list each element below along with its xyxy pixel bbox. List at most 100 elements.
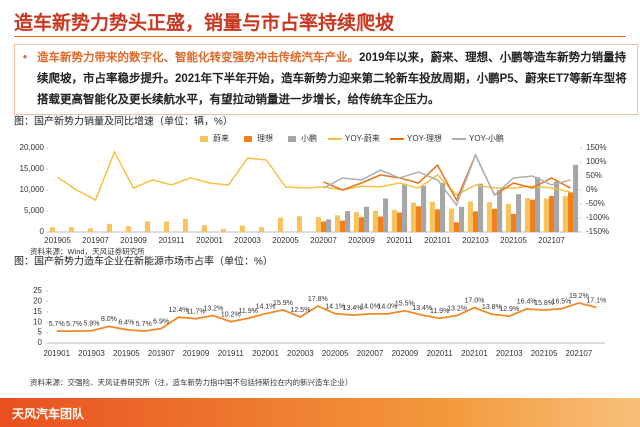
x-tick-label: 201905 — [44, 236, 71, 245]
y2-tick-label: -50% — [586, 199, 605, 208]
bar — [448, 208, 454, 232]
legend-label: YOY-蔚来 — [345, 133, 380, 143]
bar — [315, 217, 321, 232]
bar — [220, 229, 226, 232]
bar — [49, 227, 55, 232]
bar — [524, 198, 530, 232]
x-tick-label: 202103 — [462, 236, 489, 245]
bar — [415, 206, 422, 232]
legend-label: 理想 — [257, 133, 273, 143]
bar — [277, 217, 283, 232]
bar — [440, 182, 446, 232]
data-label: 15.5% — [395, 301, 415, 308]
x-tick-label: 202105 — [500, 236, 527, 245]
bar — [377, 216, 384, 232]
y2-tick-label: 0% — [586, 185, 598, 194]
x-tick-label: 202001 — [196, 236, 223, 245]
data-label: 13.4% — [412, 305, 432, 312]
bar — [516, 194, 522, 232]
bar — [434, 209, 441, 232]
bar — [106, 223, 112, 232]
data-label: 13.4% — [343, 305, 363, 312]
bar — [529, 199, 536, 232]
bar — [573, 164, 579, 232]
charts: 图：国产新势力销量及同比增速（单位：辆，%） 资料来源：Wind，天风证券研究所… — [14, 115, 609, 387]
y2-tick-label: -150% — [586, 227, 609, 236]
data-label: 6.9% — [153, 318, 169, 325]
x-tick-label: 202107 — [538, 236, 565, 245]
y-tick-label: 0 — [40, 227, 45, 236]
x-tick-label: 202103 — [496, 349, 523, 358]
data-label: 6.4% — [118, 320, 134, 327]
bar — [429, 201, 435, 232]
data-label: 14.0% — [360, 304, 380, 311]
data-label: 13.2% — [203, 305, 223, 312]
x-tick-label: 202009 — [391, 349, 418, 358]
x-tick-label: 202001 — [252, 349, 279, 358]
x-tick-label: 202005 — [322, 349, 349, 358]
bar — [353, 212, 359, 232]
x-tick-label: 202105 — [531, 349, 558, 358]
x-tick-label: 202101 — [461, 349, 488, 358]
data-label: 16.4% — [517, 299, 537, 306]
x-tick-label: 201911 — [158, 236, 185, 245]
bar — [402, 183, 408, 232]
page-title: 造车新势力势头正盛，销量与市占率持续爬坡 — [14, 13, 395, 34]
y2-tick-label: 150% — [586, 143, 606, 152]
legend-swatch — [244, 136, 252, 142]
chart-source: 资料来源：交强险、天风证券研究所（注，造车新势力指中国不包括特斯拉在内的新兴造车… — [30, 377, 353, 387]
y-tick-label: 15 — [33, 307, 42, 316]
x-tick-label: 201903 — [78, 349, 105, 358]
data-label: 12.5% — [290, 307, 310, 314]
bar — [421, 185, 427, 232]
summary-highlight: 造车新势力带来的数字化、智能化转变强势冲击传统汽车产业。 — [37, 52, 359, 64]
y-tick-label: 10 — [33, 317, 42, 326]
data-label: 5.9% — [84, 321, 100, 328]
y-tick-label: 5,000 — [24, 206, 45, 215]
x-tick-label: 201907 — [82, 236, 109, 245]
bar — [478, 183, 484, 232]
bar — [472, 211, 479, 232]
x-tick-label: 202107 — [566, 349, 593, 358]
summary-text: 2019年以来，蔚来、理想、小鹏等造车新势力销量持续爬坡，市占率稳步提升。202… — [37, 52, 627, 106]
x-tick-label: 201907 — [148, 349, 175, 358]
bar — [201, 225, 207, 232]
data-label: 10.2% — [221, 312, 241, 319]
footer: 天风汽车团队 — [0, 398, 640, 427]
y-tick-label: 5 — [38, 328, 43, 337]
x-tick-label: 201905 — [113, 349, 140, 358]
bar — [505, 203, 511, 232]
chart-source: 资料来源：Wind，天风证券研究所 — [30, 246, 145, 256]
bar — [68, 227, 74, 232]
bar — [548, 195, 555, 232]
data-label: 14.1% — [256, 304, 276, 311]
bar — [334, 215, 340, 232]
y-tick-label: 0 — [38, 338, 43, 347]
legend-label: YOY-理想 — [407, 133, 442, 143]
bar — [486, 202, 492, 232]
bar — [258, 227, 264, 232]
y-tick-label: 15,000 — [20, 164, 45, 173]
data-label: 8.0% — [101, 316, 117, 323]
x-tick-label: 202007 — [357, 349, 384, 358]
bar — [391, 209, 397, 232]
yoy-line — [323, 153, 571, 202]
x-tick-label: 202011 — [427, 349, 454, 358]
x-tick-label: 201901 — [43, 349, 70, 358]
bar — [364, 206, 370, 232]
bar — [459, 206, 465, 232]
legend-swatch — [288, 136, 296, 142]
title-rule — [14, 36, 626, 37]
bar — [182, 218, 188, 232]
bar — [410, 202, 416, 232]
data-label: 5.7% — [136, 321, 152, 328]
bar — [239, 225, 245, 232]
data-label: 17.1% — [586, 297, 606, 304]
share-line — [56, 302, 597, 333]
x-tick-label: 201911 — [218, 349, 245, 358]
x-tick-label: 202101 — [424, 236, 451, 245]
bar — [125, 226, 131, 232]
yoy-line — [323, 153, 571, 207]
x-tick-label: 201909 — [120, 236, 147, 245]
summary-box: 造车新势力带来的数字化、智能化转变强势冲击传统汽车产业。2019年以来，蔚来、理… — [14, 44, 638, 115]
